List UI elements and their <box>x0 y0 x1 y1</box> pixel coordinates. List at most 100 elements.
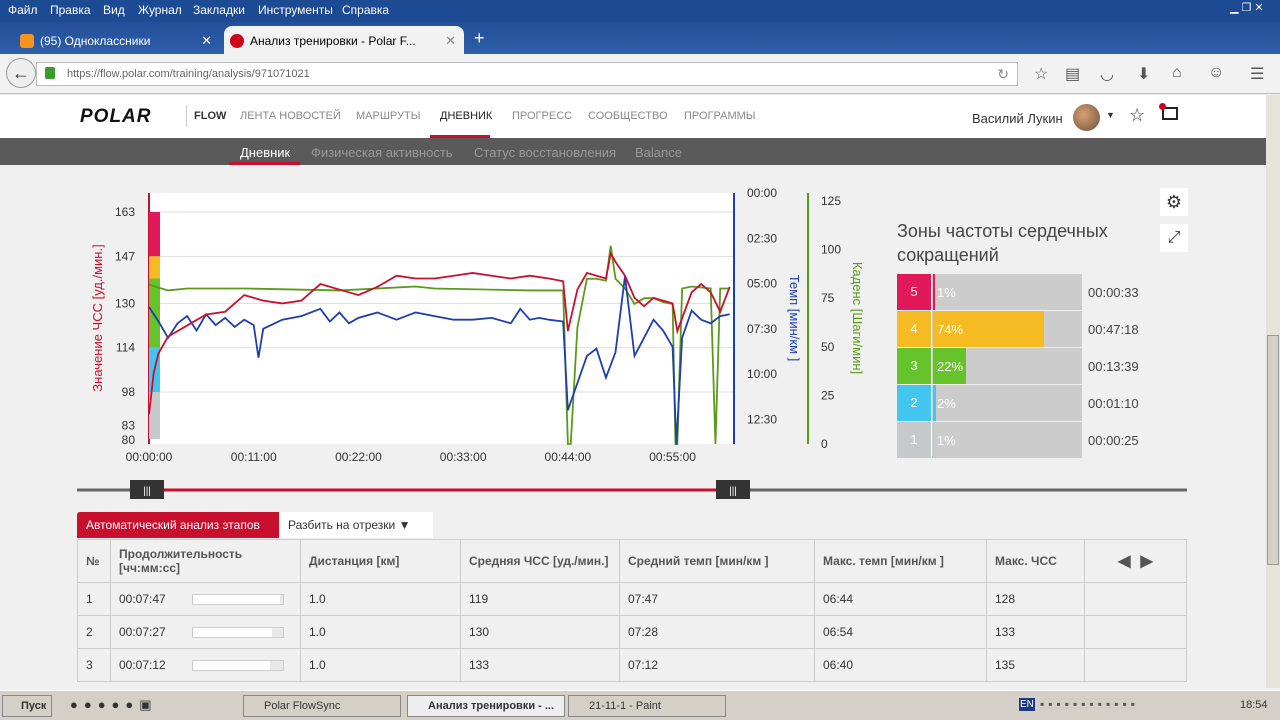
next-columns-button[interactable]: ▶ <box>1140 553 1153 570</box>
task-firefox[interactable]: Анализ тренировки - ... <box>407 695 565 717</box>
chevron-down-icon[interactable]: ▼ <box>1106 110 1115 120</box>
tab-odnoklassniki[interactable]: (95) Одноклассники ✕ <box>14 26 220 54</box>
table-row[interactable]: 2 00:07:27 1.0 130 07:28 06:54 133 <box>77 615 1187 649</box>
nav-programs[interactable]: ПРОГРАММЫ <box>684 110 756 122</box>
close-icon[interactable]: ✕ <box>201 33 212 48</box>
subnav-recovery[interactable]: Статус восстановления <box>474 145 617 160</box>
window-controls[interactable]: ▁ ❐ ✕ <box>1230 2 1264 14</box>
menu-file[interactable]: Файл <box>8 3 38 17</box>
zone-percent: 1% <box>937 433 956 448</box>
task-paint[interactable]: 21-11-1 - Paint <box>568 695 726 717</box>
menu-edit[interactable]: Правка <box>50 3 91 17</box>
duration-bar <box>191 627 284 639</box>
subnav-diary[interactable]: Дневник <box>240 145 291 160</box>
taskbar: Пуск ●●●●●▣ Polar FlowSync Анализ тренир… <box>0 690 1280 720</box>
lap-avg-pace: 07:28 <box>619 615 815 649</box>
messages-icon[interactable] <box>1159 103 1178 120</box>
cadence-tick-label: 25 <box>821 388 835 402</box>
fullscreen-icon[interactable]: ⤢ <box>1160 224 1188 252</box>
col-avg-hr[interactable]: Средняя ЧСС [уд./мин.] <box>460 539 620 583</box>
hr-series-line <box>148 250 731 415</box>
lap-max-hr: 135 <box>986 648 1085 682</box>
col-distance[interactable]: Дистанция [км] <box>300 539 461 583</box>
lap-max-pace: 06:44 <box>814 582 987 616</box>
training-chart[interactable]: 16314713011498838000:0002:3005:0007:3010… <box>0 95 1266 688</box>
bookmark-star-icon[interactable]: ☆ <box>1034 66 1049 83</box>
menu-help[interactable]: Справка <box>342 3 390 17</box>
hr-tick-label: 114 <box>116 341 135 355</box>
pace-tick-label: 05:00 <box>747 277 777 291</box>
lap-avg-pace: 07:12 <box>619 648 815 682</box>
user-name[interactable]: Василий Лукин <box>972 111 1063 126</box>
task-flowsync[interactable]: Polar FlowSync <box>243 695 401 717</box>
zone-bar <box>933 385 936 421</box>
menu-bookmarks[interactable]: Закладки <box>193 3 245 17</box>
lap-distance: 1.0 <box>300 582 461 616</box>
cadence-series-line <box>148 245 730 445</box>
col-avg-pace[interactable]: Средний темп [мин/км ] <box>619 539 815 583</box>
url-field[interactable]: https://flow.polar.com/training/analysis… <box>36 62 1018 86</box>
nav-routes[interactable]: МАРШРУТЫ <box>356 110 421 122</box>
tab-polar[interactable]: Анализ тренировки - Polar F... ✕ <box>224 26 464 54</box>
cadence-tick-label: 0 <box>821 437 828 451</box>
reload-icon[interactable]: ↻ <box>997 66 1009 82</box>
page-scrollbar[interactable] <box>1266 95 1280 688</box>
start-button[interactable]: Пуск <box>2 695 52 717</box>
home-icon[interactable]: ⌂ <box>1172 64 1182 81</box>
x-tick-label: 00:55:00 <box>649 450 696 464</box>
lap-avg-hr: 130 <box>460 615 620 649</box>
range-handle-end <box>716 480 750 499</box>
menu-tools[interactable]: Инструменты <box>258 3 333 17</box>
col-duration[interactable]: Продолжительность [чч:мм:сс] <box>110 539 301 583</box>
cadence-tick-label: 100 <box>821 243 841 257</box>
zone-number: 2 <box>897 385 932 421</box>
reading-list-icon[interactable]: ▤ <box>1065 66 1081 83</box>
zone-bar <box>933 348 966 384</box>
col-max-pace[interactable]: Макс. темп [мин/км ] <box>814 539 987 583</box>
col-number[interactable]: № <box>77 539 111 583</box>
avatar[interactable] <box>1073 104 1100 131</box>
hr-tick-label: 147 <box>115 249 135 263</box>
col-max-hr[interactable]: Макс. ЧСС <box>986 539 1085 583</box>
table-row[interactable]: 3 00:07:12 1.0 133 07:12 06:40 135 <box>77 648 1187 682</box>
polar-flow-page: POLAR FLOW ЛЕНТА НОВОСТЕЙ МАРШРУТЫ ДНЕВН… <box>0 95 1266 688</box>
nav-community[interactable]: СООБЩЕСТВО <box>588 110 668 122</box>
prev-columns-button[interactable]: ◀ <box>1118 553 1131 570</box>
url-text: https://flow.polar.com/training/analysis… <box>67 68 310 80</box>
table-row[interactable]: 1 00:07:47 1.0 119 07:47 06:44 128 <box>77 582 1187 616</box>
language-indicator[interactable]: EN <box>1019 698 1035 711</box>
tray-icons[interactable]: ▪▪▪▪▪▪▪▪▪▪▪▪ <box>1040 697 1140 711</box>
x-tick-label: 00:11:00 <box>231 450 277 464</box>
menu-history[interactable]: Журнал <box>138 3 182 17</box>
duration-bar <box>191 660 284 672</box>
scrollbar-thumb[interactable] <box>1267 335 1279 565</box>
menu-view[interactable]: Вид <box>103 3 125 17</box>
menu-icon[interactable]: ☰ <box>1250 66 1265 83</box>
nav-diary[interactable]: ДНЕВНИК <box>440 110 493 122</box>
split-dropdown[interactable]: Разбить на отрезки ▼ <box>279 512 433 538</box>
lap-distance: 1.0 <box>300 615 461 649</box>
settings-gear-icon[interactable]: ⚙ <box>1160 188 1188 216</box>
chat-icon[interactable]: ☺ <box>1208 64 1225 81</box>
tab-label: Анализ тренировки - Polar F... <box>250 34 416 48</box>
polar-logo[interactable]: POLAR <box>80 106 152 127</box>
tab-label: (95) Одноклассники <box>40 34 151 48</box>
pace-tick-label: 07:30 <box>747 322 777 336</box>
subnav-balance[interactable]: Balance <box>635 145 682 160</box>
auto-lap-button[interactable]: Автоматический анализ этапов <box>77 512 279 538</box>
cadence-tick-label: 125 <box>821 194 841 208</box>
back-button[interactable]: ← <box>6 58 36 88</box>
quick-launch-icons[interactable]: ●●●●●▣ <box>70 697 158 712</box>
close-icon[interactable]: ✕ <box>445 33 456 48</box>
download-icon[interactable]: ⬇ <box>1137 66 1151 83</box>
favorites-star-icon[interactable]: ☆ <box>1129 105 1146 125</box>
new-tab-button[interactable]: + <box>474 28 485 48</box>
odnoklassniki-icon <box>20 34 34 48</box>
lap-duration: 00:07:47 <box>119 592 166 606</box>
nav-feed[interactable]: ЛЕНТА НОВОСТЕЙ <box>240 110 341 122</box>
pace-tick-label: 02:30 <box>747 231 777 245</box>
nav-progress[interactable]: ПРОГРЕСС <box>512 110 573 122</box>
zone-number: 1 <box>897 422 932 458</box>
subnav-activity[interactable]: Физическая активность <box>311 145 453 160</box>
pocket-icon[interactable]: ◡ <box>1100 66 1114 83</box>
